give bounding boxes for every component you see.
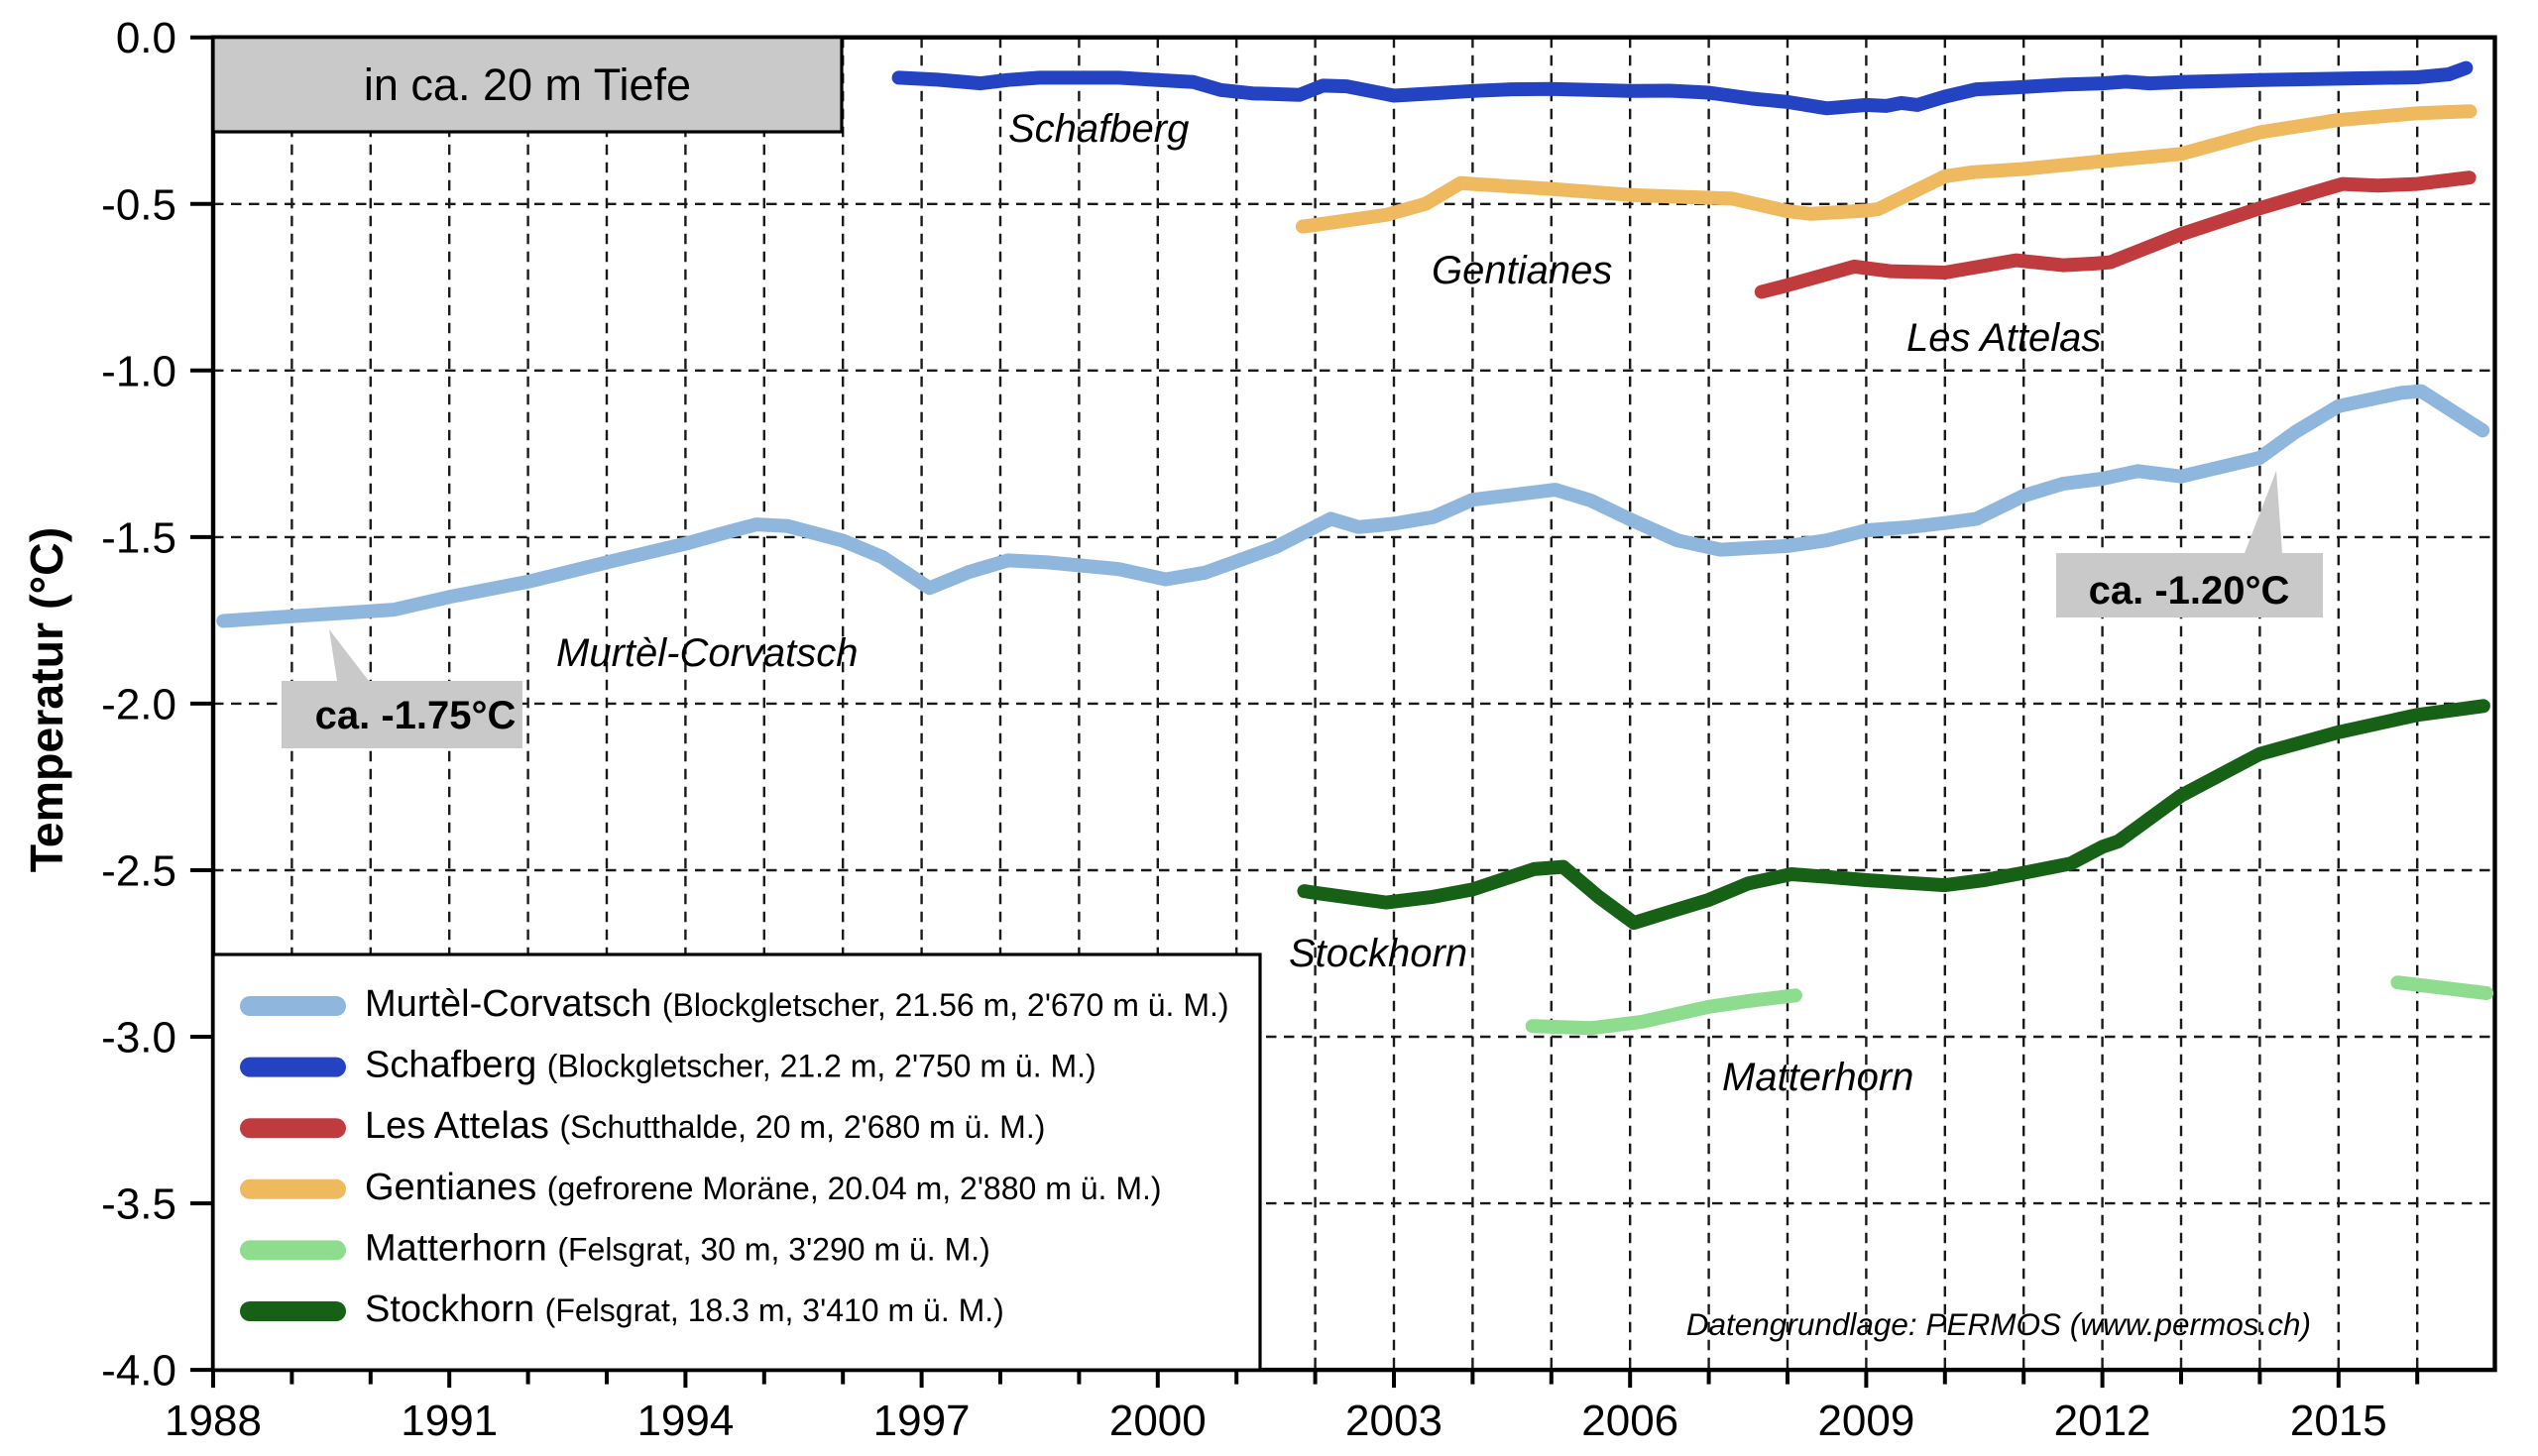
svg-text:ca. -1.20°C: ca. -1.20°C [2089,569,2290,613]
svg-text:Murtèl-Corvatsch: Murtèl-Corvatsch [556,631,859,675]
svg-text:in ca. 20 m Tiefe: in ca. 20 m Tiefe [364,59,691,110]
svg-text:2000: 2000 [1109,1397,1207,1445]
svg-text:Stockhorn (Felsgrat, 18.3 m, 3: Stockhorn (Felsgrat, 18.3 m, 3'410 m ü. … [365,1288,1004,1330]
svg-text:Gentianes (gefrorene Moräne, 2: Gentianes (gefrorene Moräne, 20.04 m, 2'… [365,1167,1162,1208]
svg-text:0.0: 0.0 [116,14,176,62]
svg-text:-2.0: -2.0 [101,680,176,728]
svg-text:-1.0: -1.0 [101,347,176,395]
svg-text:Schafberg (Blockgletscher, 21.: Schafberg (Blockgletscher, 21.2 m, 2'750… [365,1045,1096,1086]
svg-text:Temperatur (°C): Temperatur (°C) [21,527,72,872]
svg-text:Matterhorn: Matterhorn [1722,1056,1913,1099]
svg-text:Les Attelas: Les Attelas [1906,316,2101,360]
svg-text:2015: 2015 [2290,1397,2387,1445]
svg-text:ca. -1.75°C: ca. -1.75°C [315,694,517,737]
svg-text:Stockhorn: Stockhorn [1289,932,1467,975]
svg-text:Datengrundlage: PERMOS (www.pe: Datengrundlage: PERMOS (www.permos.ch) [1686,1306,2311,1342]
svg-text:-2.5: -2.5 [101,847,176,896]
svg-text:-0.5: -0.5 [101,180,176,229]
svg-text:2009: 2009 [1817,1397,1914,1445]
svg-text:-3.0: -3.0 [101,1014,176,1063]
svg-text:1994: 1994 [636,1397,734,1445]
svg-text:2006: 2006 [1581,1397,1678,1445]
svg-text:Gentianes: Gentianes [1432,249,1612,292]
svg-text:-4.0: -4.0 [101,1347,176,1396]
svg-text:-1.5: -1.5 [101,513,176,562]
svg-text:Schafberg: Schafberg [1008,107,1189,151]
svg-text:2012: 2012 [2054,1397,2151,1445]
svg-text:Matterhorn (Felsgrat, 30 m, 3': Matterhorn (Felsgrat, 30 m, 3'290 m ü. M… [365,1227,990,1269]
svg-text:2003: 2003 [1345,1397,1442,1445]
svg-text:1997: 1997 [873,1397,971,1445]
svg-text:Murtèl-Corvatsch (Blockgletsch: Murtèl-Corvatsch (Blockgletscher, 21.56 … [365,983,1229,1025]
svg-text:Les Attelas (Schutthalde, 20 m: Les Attelas (Schutthalde, 20 m, 2'680 m … [365,1105,1045,1147]
svg-text:1988: 1988 [165,1397,262,1445]
svg-text:1991: 1991 [401,1397,498,1445]
svg-text:-3.5: -3.5 [101,1180,176,1229]
